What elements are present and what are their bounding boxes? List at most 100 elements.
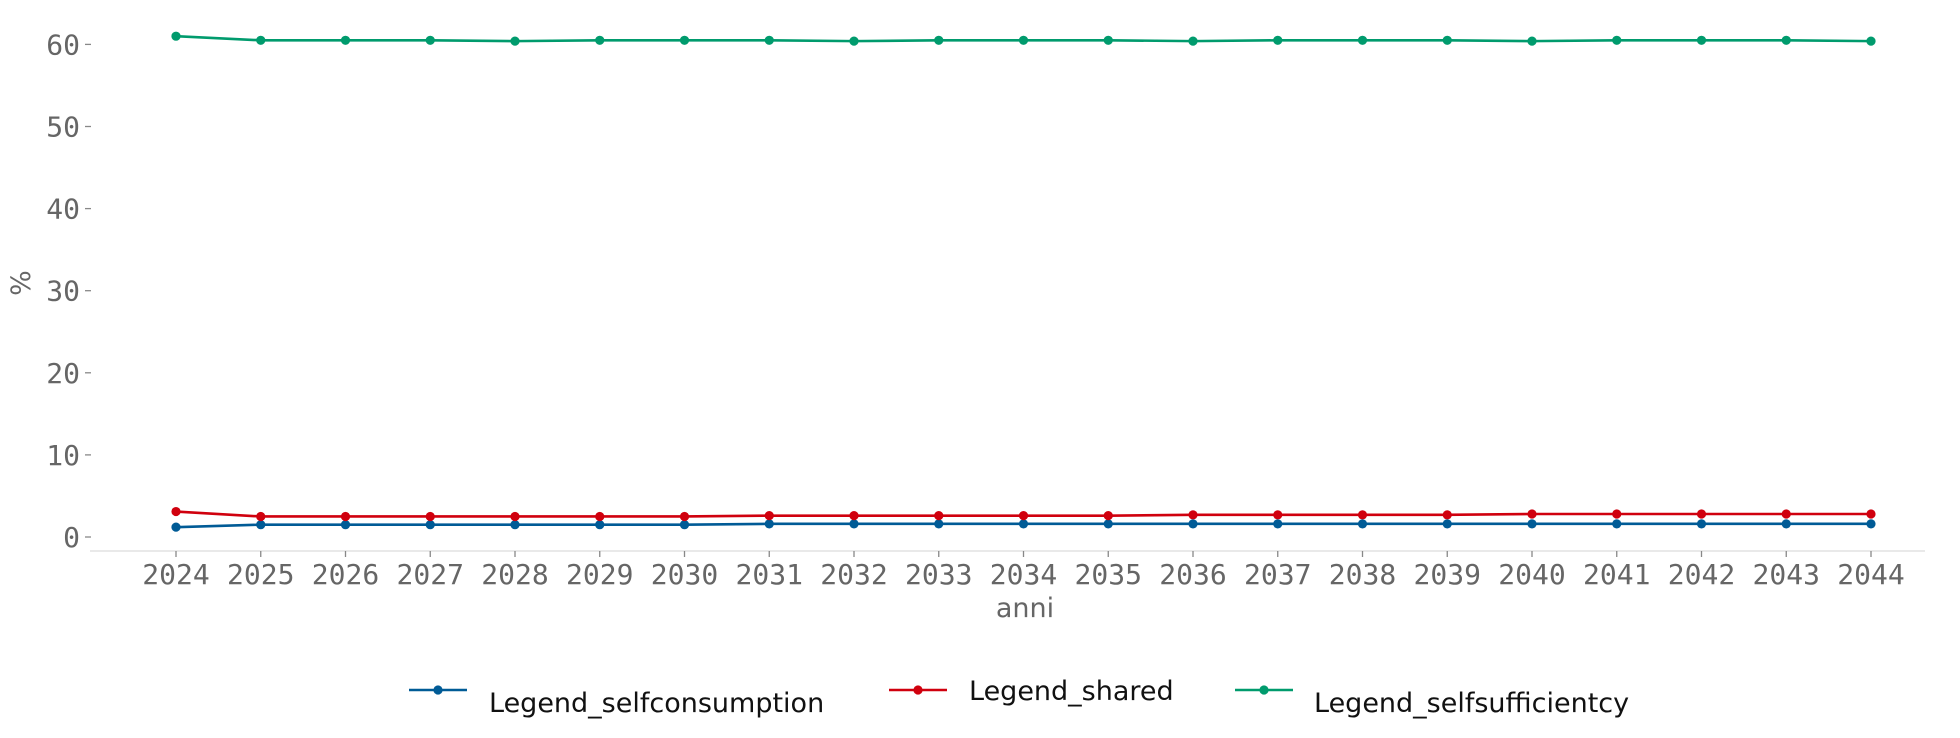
data-point [1103,35,1113,45]
data-point [1866,509,1876,519]
data-point [1442,35,1452,45]
legend-label: Legend_selfsufficientcy [1314,688,1629,719]
data-point [340,511,351,522]
plot-series [171,31,1876,532]
data-point [1866,519,1876,529]
y-axis-title: % [6,270,37,296]
data-point [764,35,774,45]
legend-label: Legend_selfconsumption [489,688,824,719]
y-tick-label: 30 [46,275,80,308]
x-tick-label: 2028 [481,558,548,591]
data-point [849,519,859,529]
data-point [256,35,266,45]
data-point [1357,519,1368,529]
x-axis: 2024 2025 2026 2027 2028 2029 2030 2031 2032 2033… [90,550,1925,591]
x-tick-label: 2029 [566,558,633,591]
data-point [1188,510,1198,520]
data-point [1103,511,1113,521]
legend-label: Legend_shared [969,676,1174,707]
data-point [849,36,859,46]
data-point [934,519,944,529]
data-point [1018,35,1029,45]
data-point [1188,519,1198,529]
x-tick-label: 2034 [990,558,1057,591]
data-point [1612,35,1622,45]
y-axis: 0 10 20 30 40 50 60 [46,28,91,554]
series-2 [171,506,1876,522]
data-point [679,35,690,45]
x-tick-label: 2033 [905,558,972,591]
legend-item: Legend_selfsufficientcy [1235,685,1629,719]
y-tick-label: 20 [46,357,80,390]
data-point [1527,36,1537,46]
data-point [1696,519,1707,529]
data-point [679,511,690,522]
data-point [764,511,774,521]
x-tick-label: 2036 [1159,558,1226,591]
data-point [595,511,605,522]
x-tick-label: 2038 [1329,558,1396,591]
data-point [1273,510,1283,520]
y-tick-label: 0 [63,521,80,554]
x-tick-label: 2042 [1668,558,1735,591]
data-point [1612,509,1622,519]
data-point [510,36,520,46]
data-point [1357,510,1368,520]
x-tick-label: 2025 [227,558,294,591]
x-tick-label: 2037 [1244,558,1311,591]
data-point [425,520,435,530]
x-tick-label: 2030 [651,558,718,591]
x-tick-label: 2040 [1498,558,1565,591]
data-point [1442,510,1452,520]
data-point [425,35,435,45]
y-tick-label: 10 [46,439,80,472]
data-point [934,511,944,521]
data-point [1866,36,1876,46]
data-point [1781,35,1791,45]
legend-item: Legend_selfconsumption [409,685,824,719]
data-point [340,35,351,45]
data-point [1103,519,1113,529]
data-point [510,520,520,530]
x-tick-label: 2039 [1414,558,1481,591]
data-point [256,520,266,530]
data-point [764,519,774,529]
data-point [1612,519,1622,529]
data-point [1273,35,1283,45]
legend-swatch-marker [433,685,443,695]
data-point [1273,519,1283,529]
data-point [256,511,266,522]
data-point [171,31,181,41]
x-tick-label: 2031 [736,558,803,591]
y-tick-label: 40 [46,193,80,226]
data-point [1188,36,1198,46]
y-tick-label: 50 [46,111,80,144]
data-point [340,520,351,530]
data-point [1357,35,1368,45]
data-point [934,35,944,45]
data-point [1781,509,1791,519]
data-point [1781,519,1791,529]
x-tick-label: 2041 [1583,558,1650,591]
series-1 [171,519,1876,532]
series-3 [171,31,1876,46]
data-point [510,511,520,522]
data-point [679,520,690,530]
data-point [1527,519,1537,529]
data-point [1018,519,1029,529]
x-tick-label: 2024 [142,558,209,591]
legend-swatch-marker [913,685,923,695]
y-tick-label: 60 [46,28,80,61]
legend-item: Legend_shared [889,676,1174,707]
data-point [595,35,605,45]
data-point [171,506,181,517]
data-point [1696,509,1707,519]
x-tick-label: 2044 [1837,558,1904,591]
data-point [171,522,181,532]
data-point [425,511,435,522]
x-tick-label: 2032 [820,558,887,591]
legend-swatch-marker [1259,685,1269,695]
data-point [1696,35,1707,45]
x-tick-label: 2027 [397,558,464,591]
